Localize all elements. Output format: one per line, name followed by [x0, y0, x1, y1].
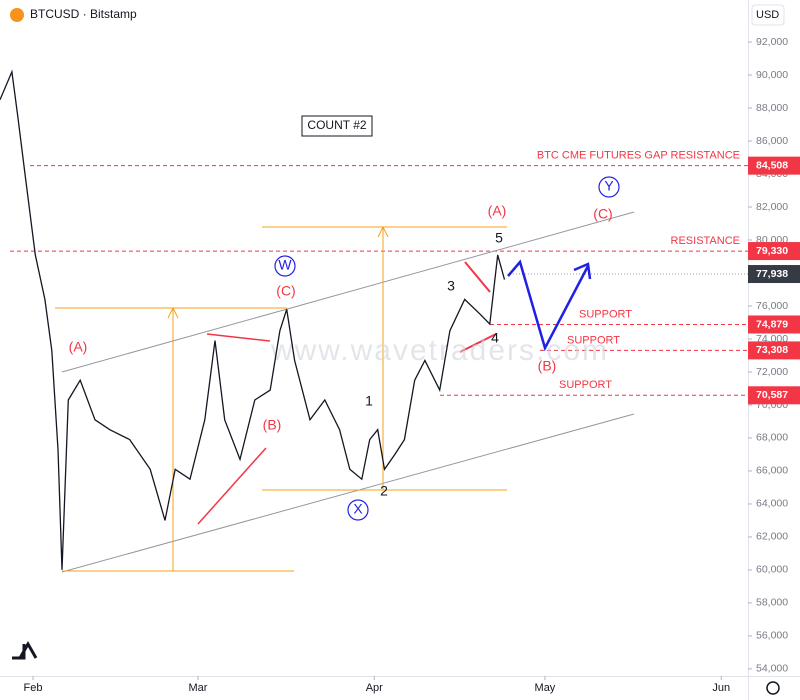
x-tick-label: May: [535, 682, 556, 694]
price-badge-label: 84,508: [756, 159, 788, 171]
y-tick-label: 58,000: [756, 597, 788, 609]
price-badge-label: 74,879: [756, 318, 788, 330]
trend-line: [197, 447, 267, 525]
count-label: COUNT #2: [307, 118, 366, 132]
projection: [507, 259, 590, 352]
currency: USD: [756, 9, 779, 21]
price-badge: [748, 242, 800, 261]
channel-lower: [61, 413, 635, 573]
level-label: SUPPORT: [559, 379, 612, 391]
wave-label: (B): [538, 358, 557, 374]
wave-circle: [347, 499, 369, 521]
price-badge: [748, 315, 800, 334]
wave-label: 5: [495, 230, 503, 246]
y-tick-label: 56,000: [756, 630, 788, 642]
last-price-badge: [748, 265, 800, 284]
x-tick-label: Apr: [366, 682, 383, 694]
wave-label: (C): [593, 206, 612, 222]
symbol-title: BTCUSD · Bitstamp: [30, 7, 137, 21]
wave-label: 4: [491, 330, 499, 346]
channel-upper: [61, 211, 635, 373]
y-tick-label: 68,000: [756, 432, 788, 444]
wave-label: (C): [276, 283, 295, 299]
y-tick-label: 92,000: [756, 36, 788, 48]
arrow-head: [167, 306, 179, 319]
watermark: www.wavetraders.com: [270, 334, 609, 367]
price-line: [0, 69, 506, 570]
logo: [12, 640, 38, 660]
y-tick-label: 88,000: [756, 102, 788, 114]
price-badge-label: 70,587: [756, 389, 788, 401]
trend-line: [206, 333, 271, 342]
currency-button[interactable]: [751, 4, 785, 26]
x-tick-label: Feb: [24, 682, 43, 694]
x-tick-label: Jun: [712, 682, 730, 694]
price-badge-label: 73,308: [756, 344, 788, 356]
wave-label: 1: [365, 393, 373, 409]
level-label: SUPPORT: [579, 308, 632, 320]
count-box: [301, 115, 373, 137]
settings-icon[interactable]: [766, 681, 780, 695]
last-price-label: 77,938: [756, 268, 788, 280]
y-tick-label: 66,000: [756, 465, 788, 477]
y-tick-label: 64,000: [756, 498, 788, 510]
trend-line: [464, 261, 491, 293]
y-tick-label: 76,000: [756, 300, 788, 312]
y-tick-label: 62,000: [756, 531, 788, 543]
coin-icon: [10, 8, 24, 22]
y-tick-label: 72,000: [756, 366, 788, 378]
wave-label: (A): [488, 203, 507, 219]
price-badge: [748, 156, 800, 175]
y-tick-label: 54,000: [756, 663, 788, 675]
wave-label: 3: [447, 278, 455, 294]
wave-circle: [274, 255, 296, 277]
y-tick-label: 82,000: [756, 201, 788, 213]
arrow-head: [377, 225, 389, 238]
wave-label: W: [278, 257, 292, 273]
level-label: RESISTANCE: [671, 235, 740, 247]
level-label: SUPPORT: [567, 334, 620, 346]
wave-circle: [598, 176, 620, 198]
price-badge-label: 79,330: [756, 245, 788, 257]
wave-label: X: [353, 501, 363, 517]
price-badge: [748, 386, 800, 405]
wave-label: Y: [604, 178, 614, 194]
price-badge: [748, 341, 800, 360]
level-label: BTC CME FUTURES GAP RESISTANCE: [537, 150, 740, 162]
y-tick-label: 60,000: [756, 564, 788, 576]
wave-label: (A): [69, 339, 88, 355]
x-tick-label: Mar: [188, 682, 207, 694]
wave-label: 2: [380, 483, 388, 499]
projection-head: [573, 262, 592, 280]
wave-label: (B): [263, 417, 282, 433]
trend-line: [459, 333, 497, 353]
y-tick-label: 86,000: [756, 135, 788, 147]
y-tick-label: 90,000: [756, 69, 788, 81]
